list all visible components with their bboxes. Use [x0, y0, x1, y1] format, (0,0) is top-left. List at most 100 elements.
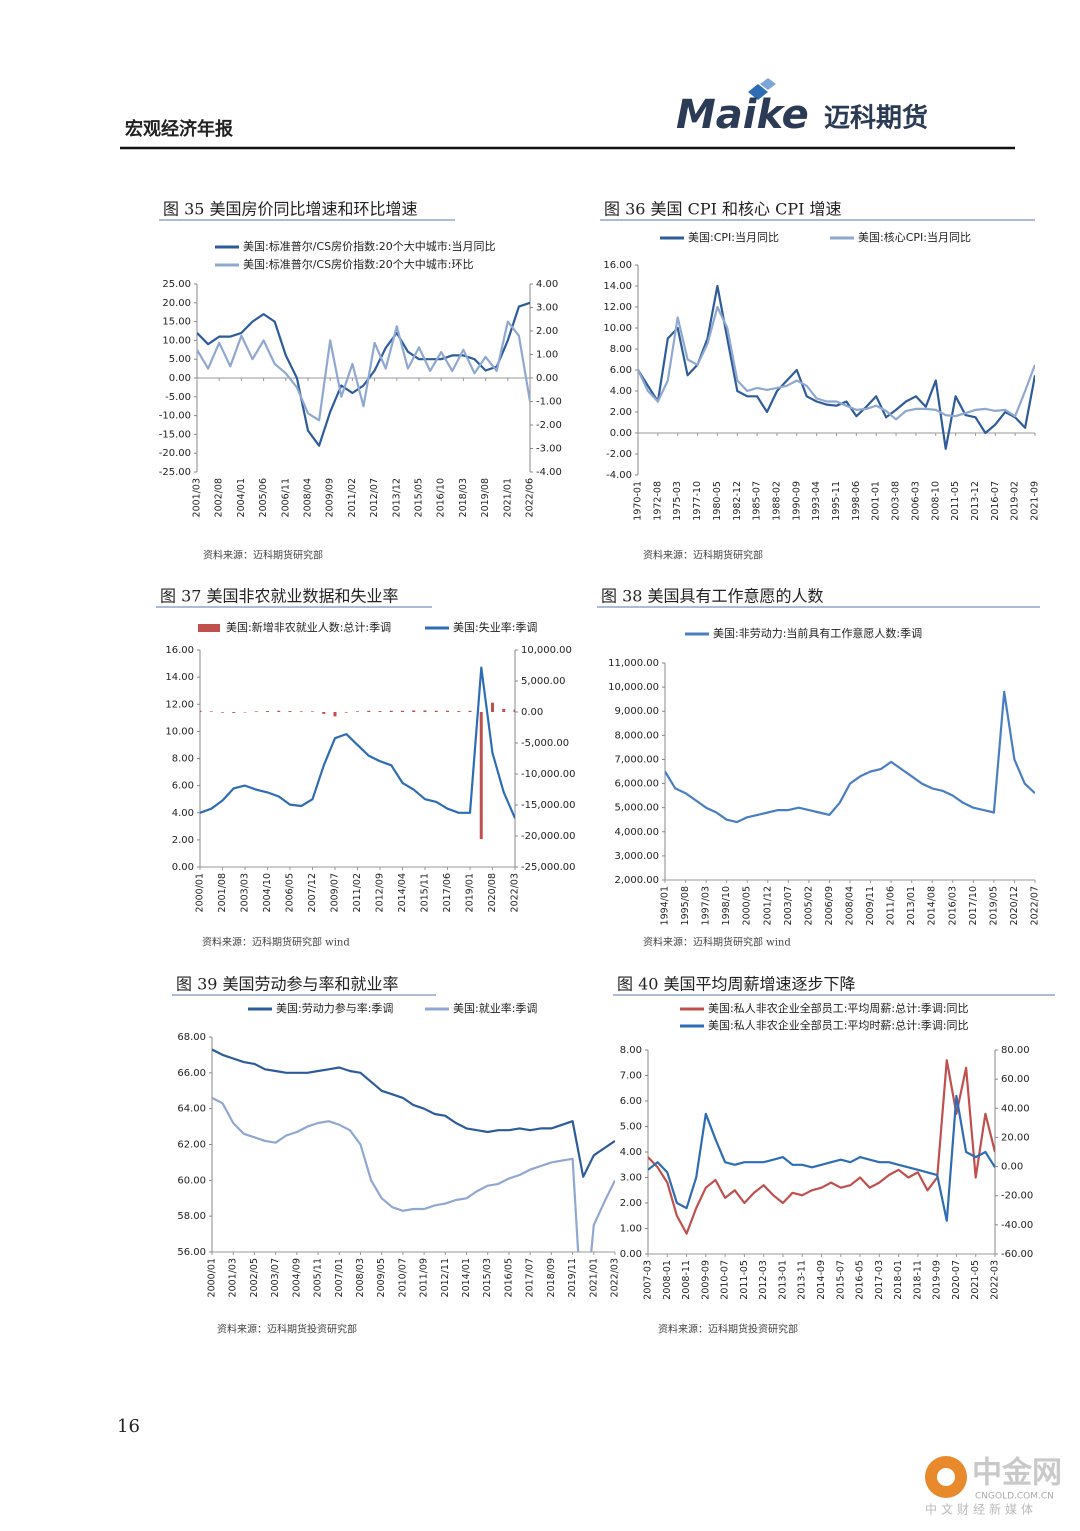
legend-label: 美国:非劳动力:当前具有工作意愿人数:季调 — [713, 626, 922, 640]
bar — [434, 710, 438, 712]
y2-tick-label: -60.00 — [1001, 1249, 1033, 1260]
bar — [356, 711, 359, 712]
y2-tick-label: 3.00 — [536, 303, 558, 314]
source-note: 资料来源：迈科期货投资研究部 — [658, 1323, 798, 1336]
x-tick-label: 2019/08 — [480, 478, 491, 517]
x-tick-label: 2005/11 — [313, 1258, 324, 1297]
y-tick-label: 10.00 — [165, 726, 194, 737]
x-tick-label: 2022/03 — [510, 873, 521, 912]
x-tick-label: 1972-08 — [652, 481, 663, 521]
y2-tick-label: -20.00 — [1001, 1191, 1033, 1202]
x-tick-label: 2006-03 — [910, 481, 921, 521]
series-line — [212, 1048, 615, 1178]
figure-title: 图 40 美国平均周薪增速逐步下降 — [617, 975, 856, 994]
x-tick-label: 2010/07 — [397, 1258, 408, 1297]
y-tick-label: 8,000.00 — [614, 730, 659, 741]
x-tick-label: 2004/09 — [291, 1258, 302, 1297]
x-tick-label: 1982-12 — [732, 481, 743, 521]
bar — [322, 712, 326, 714]
x-tick-label: 1997/03 — [701, 886, 712, 925]
y-tick-label: 14.00 — [603, 281, 632, 292]
watermark-logo — [937, 1468, 955, 1486]
y-tick-label: 56.00 — [177, 1247, 206, 1258]
figure-title: 图 37 美国非农就业数据和失业率 — [160, 587, 399, 606]
bar — [367, 710, 371, 712]
x-tick-label: 2012/09 — [375, 873, 386, 912]
bar — [457, 711, 461, 712]
x-tick-label: 2013-12 — [970, 481, 981, 521]
y-tick-label: 66.00 — [177, 1068, 206, 1079]
y-tick-label: 2.00 — [620, 1198, 642, 1209]
x-tick-label: 2016-07 — [990, 481, 1001, 521]
x-tick-label: 2002/08 — [214, 478, 225, 517]
bar — [412, 710, 416, 712]
series-line — [197, 301, 530, 447]
x-tick-label: 1975-03 — [672, 481, 683, 521]
legend-label: 美国:标准普尔/CS房价指数:20个大中城市:环比 — [243, 257, 473, 271]
x-tick-label: 2008/03 — [355, 1258, 366, 1297]
bar — [446, 710, 449, 712]
bar — [389, 710, 393, 712]
y-tick-label: 12.00 — [603, 302, 632, 313]
y-tick-label: 6,000.00 — [614, 779, 659, 790]
figure-title: 图 35 美国房价同比增速和环比增速 — [163, 200, 418, 219]
legend-label: 美国:劳动力参与率:季调 — [276, 1001, 393, 1015]
y2-tick-label: 0.00 — [1001, 1162, 1023, 1173]
x-tick-label: 2019/11 — [567, 1258, 578, 1297]
x-tick-label: 1988-02 — [771, 481, 782, 521]
y-tick-label: 11,000.00 — [608, 658, 659, 669]
y-tick-label: 7.00 — [620, 1071, 642, 1082]
legend-swatch — [198, 624, 220, 632]
x-tick-label: 2001/12 — [762, 886, 773, 925]
x-tick-label: 2007/12 — [307, 873, 318, 912]
x-tick-label: 2012-03 — [758, 1260, 769, 1300]
bar — [401, 710, 404, 712]
x-tick-label: 1994/01 — [660, 886, 671, 925]
x-tick-label: 2021/01 — [588, 1258, 599, 1297]
x-tick-label: 2021-05 — [970, 1260, 981, 1300]
legend-label: 美国:私人非农企业全部员工:平均周薪:总计:季调:同比 — [708, 1001, 969, 1015]
bar — [288, 711, 292, 712]
x-tick-label: 1970-01 — [633, 481, 644, 521]
x-tick-label: 2022/07 — [1030, 886, 1041, 925]
x-tick-label: 2014/08 — [927, 886, 938, 925]
x-tick-label: 2001/08 — [217, 873, 228, 912]
source-note: 资料来源：迈科期货研究部 wind — [643, 936, 791, 949]
y-tick-label: 9,000.00 — [614, 706, 659, 717]
x-tick-label: 2012/07 — [369, 478, 380, 517]
y2-tick-label: 5,000.00 — [521, 676, 566, 687]
y2-tick-label: -25,000.00 — [521, 862, 576, 873]
x-tick-label: 1995-11 — [831, 481, 842, 521]
x-tick-label: 1995/08 — [680, 886, 691, 925]
x-tick-label: 2005/06 — [258, 478, 269, 517]
x-tick-label: 2018-01 — [893, 1260, 904, 1300]
x-tick-label: 2011/06 — [886, 886, 897, 925]
bar — [333, 712, 337, 717]
y-tick-label: 0.00 — [610, 428, 632, 439]
x-tick-label: 2015/03 — [482, 1258, 493, 1297]
x-tick-label: 2000/05 — [742, 886, 753, 925]
x-tick-label: 1985-07 — [752, 481, 763, 521]
x-tick-label: 2011/09 — [419, 1258, 430, 1297]
bar — [209, 711, 213, 712]
y-tick-label: 10,000.00 — [608, 682, 659, 693]
x-tick-label: 2014/01 — [461, 1258, 472, 1297]
x-tick-label: 2011-05 — [950, 481, 961, 521]
x-tick-label: 1998/10 — [721, 886, 732, 925]
y-tick-label: 20.00 — [162, 298, 191, 309]
x-tick-label: 2011-05 — [739, 1260, 750, 1300]
source-note: 资料来源：迈科期货研究部 wind — [202, 936, 350, 949]
y2-tick-label: -3.00 — [536, 444, 562, 455]
plot-area — [665, 690, 1035, 824]
x-tick-label: 2005/02 — [803, 886, 814, 925]
logo-text: Maike — [676, 92, 809, 138]
x-tick-label: 1993-04 — [811, 481, 822, 521]
x-tick-label: 2007-03 — [643, 1260, 654, 1300]
x-tick-label: 2004/01 — [236, 478, 247, 517]
y2-tick-label: 60.00 — [1001, 1074, 1030, 1085]
y-tick-label: 5.00 — [620, 1122, 642, 1133]
y2-tick-label: -2.00 — [536, 420, 562, 431]
x-tick-label: 2010-07 — [720, 1260, 731, 1300]
x-tick-label: 2016-05 — [855, 1260, 866, 1300]
